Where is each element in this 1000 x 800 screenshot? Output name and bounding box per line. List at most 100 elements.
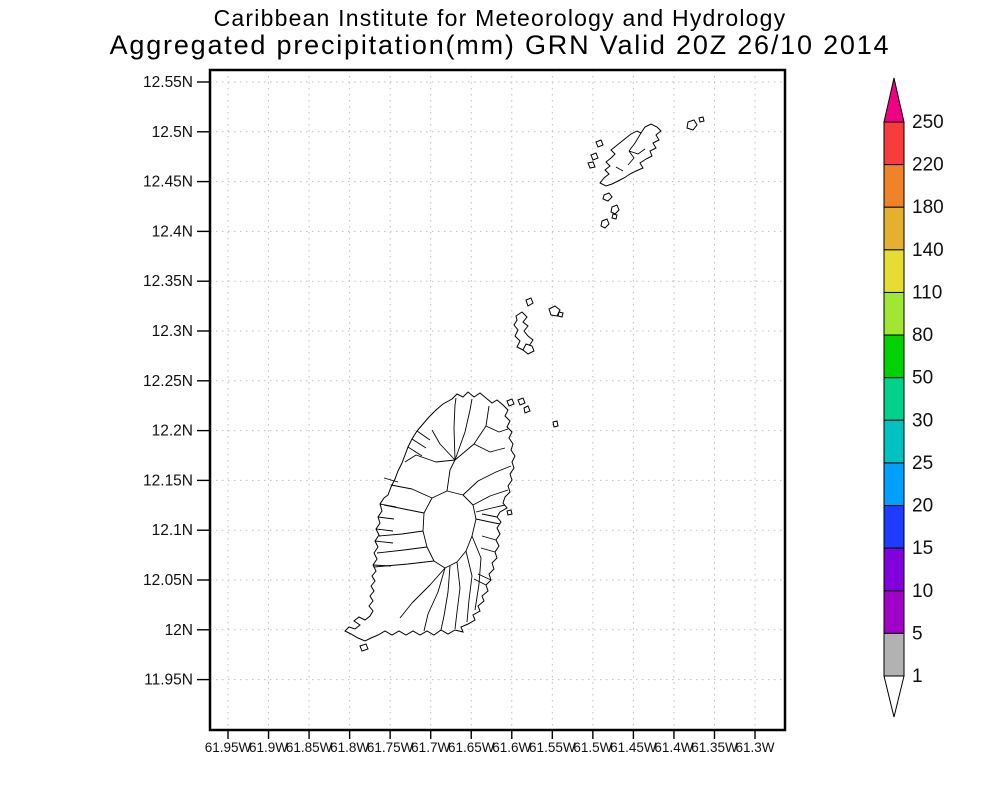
islet-outline xyxy=(506,398,515,407)
colorbar-segment xyxy=(883,419,905,464)
islet-outline xyxy=(686,119,698,131)
watershed-boundary xyxy=(379,503,397,508)
watershed-boundary xyxy=(481,513,498,518)
watershed-boundary xyxy=(372,564,392,567)
lat-tick-label: 12.55N xyxy=(143,74,193,91)
watershed-boundary xyxy=(422,490,477,569)
map-frame xyxy=(208,68,787,732)
colorbar-tick-label: 250 xyxy=(912,112,944,133)
lon-tick-label: 61.3W xyxy=(736,740,775,755)
colorbar-segment xyxy=(883,590,905,634)
watershed-boundary xyxy=(378,530,424,537)
watershed-boundary xyxy=(374,540,394,544)
islet-outline xyxy=(522,343,535,355)
colorbar-segment xyxy=(883,632,905,677)
watershed-boundary xyxy=(471,535,482,611)
watershed-boundary xyxy=(390,484,433,499)
islet-outline xyxy=(590,152,599,161)
islet-outline xyxy=(610,204,620,215)
lat-tick-label: 12.25N xyxy=(143,373,193,390)
islet-outline xyxy=(359,643,369,652)
lat-tick-label: 12.3N xyxy=(152,323,193,340)
watershed-boundary xyxy=(423,567,446,632)
colorbar-tick-label: 10 xyxy=(912,581,933,602)
institute-title: Caribbean Institute for Meteorology and … xyxy=(213,5,787,31)
colorbar-tick-label: 180 xyxy=(912,197,944,218)
islet-outline xyxy=(506,509,513,516)
watershed-boundary xyxy=(615,166,624,172)
watershed-boundary xyxy=(628,148,646,155)
watershed-boundary xyxy=(475,504,506,513)
islet-outline xyxy=(698,116,705,123)
watershed-boundary xyxy=(627,150,635,166)
colorbar-tick-label: 220 xyxy=(912,155,944,176)
colorbar-tick-label: 80 xyxy=(912,325,933,346)
colorbar-segment xyxy=(883,377,905,421)
colorbar-top-arrow xyxy=(883,77,905,123)
watershed-boundary xyxy=(407,446,423,457)
watershed-boundary xyxy=(485,425,509,433)
colorbar-tick-label: 15 xyxy=(912,538,933,559)
watershed-boundary xyxy=(480,547,496,553)
grenada-mainland-outline xyxy=(344,391,516,642)
lat-tick-label: 11.95N xyxy=(144,672,193,689)
watershed-boundary xyxy=(475,518,501,525)
watershed-boundary xyxy=(383,477,399,483)
lon-tick-label: 61.8W xyxy=(330,740,369,755)
map-axes: 12.55N 12.5N 12.45N 12.4N 12.35N 12.3N 12.25N 1… xyxy=(143,68,787,755)
islet-outline xyxy=(517,397,526,406)
islet-outline xyxy=(595,139,604,148)
colorbar-segment xyxy=(883,206,905,251)
islet-outline xyxy=(587,161,596,169)
watershed-boundary xyxy=(431,429,456,461)
map-subtitle: Aggregated precipitation(mm) GRN Valid 2… xyxy=(109,30,891,60)
watershed-boundary xyxy=(481,535,497,541)
lon-tick-label: 61.85W xyxy=(286,740,333,755)
colorbar-segment xyxy=(883,462,905,507)
lat-tick-label: 12.2N xyxy=(152,423,193,440)
lat-tick-label: 12.45N xyxy=(143,174,193,191)
watershed-boundary xyxy=(477,573,492,581)
lat-tick-label: 12.05N xyxy=(143,572,193,589)
lon-tick-label: 61.45W xyxy=(610,740,657,755)
lon-tick-label: 61.7W xyxy=(411,740,450,755)
lat-tick-label: 12N xyxy=(165,622,193,639)
grenada-watershed-map xyxy=(344,116,705,652)
watershed-boundary xyxy=(446,459,456,492)
islet-outline xyxy=(611,213,618,220)
colorbar-segment xyxy=(883,121,905,166)
islet-outline xyxy=(525,297,534,307)
lon-tick-label: 61.55W xyxy=(529,740,576,755)
watershed-boundary xyxy=(376,546,428,554)
islet-outline xyxy=(600,218,610,229)
islet-outline xyxy=(552,420,559,428)
lon-tick-label: 61.5W xyxy=(573,740,612,755)
lat-tick-label: 12.15N xyxy=(143,472,193,489)
watershed-boundary xyxy=(472,489,509,506)
colorbar-segment xyxy=(883,164,905,208)
colorbar-tick-label: 25 xyxy=(912,453,933,474)
watershed-boundary xyxy=(473,443,506,453)
watershed-boundary xyxy=(416,430,431,441)
watershed-boundary xyxy=(628,132,642,152)
colorbar-bottom-arrow xyxy=(883,675,905,718)
watershed-boundary xyxy=(440,565,451,631)
islet-outline xyxy=(602,192,613,202)
colorbar-tick-label: 140 xyxy=(912,240,944,261)
lon-tick-label: 61.65W xyxy=(448,740,495,755)
watershed-boundary xyxy=(462,465,512,496)
colorbar-tick-label: 5 xyxy=(912,623,923,644)
watershed-boundary xyxy=(411,438,427,449)
watershed-boundary xyxy=(454,561,461,630)
islet-outline xyxy=(523,405,531,414)
lon-tick-label: 61.95W xyxy=(205,740,252,755)
carriacou-outline xyxy=(599,123,662,187)
colorbar-segment xyxy=(883,249,905,293)
colorbar-tick-label: 1 xyxy=(912,666,923,687)
colorbar-tick-label: 30 xyxy=(912,410,933,431)
watershed-boundary xyxy=(453,397,457,461)
lon-tick-label: 61.35W xyxy=(691,740,738,755)
